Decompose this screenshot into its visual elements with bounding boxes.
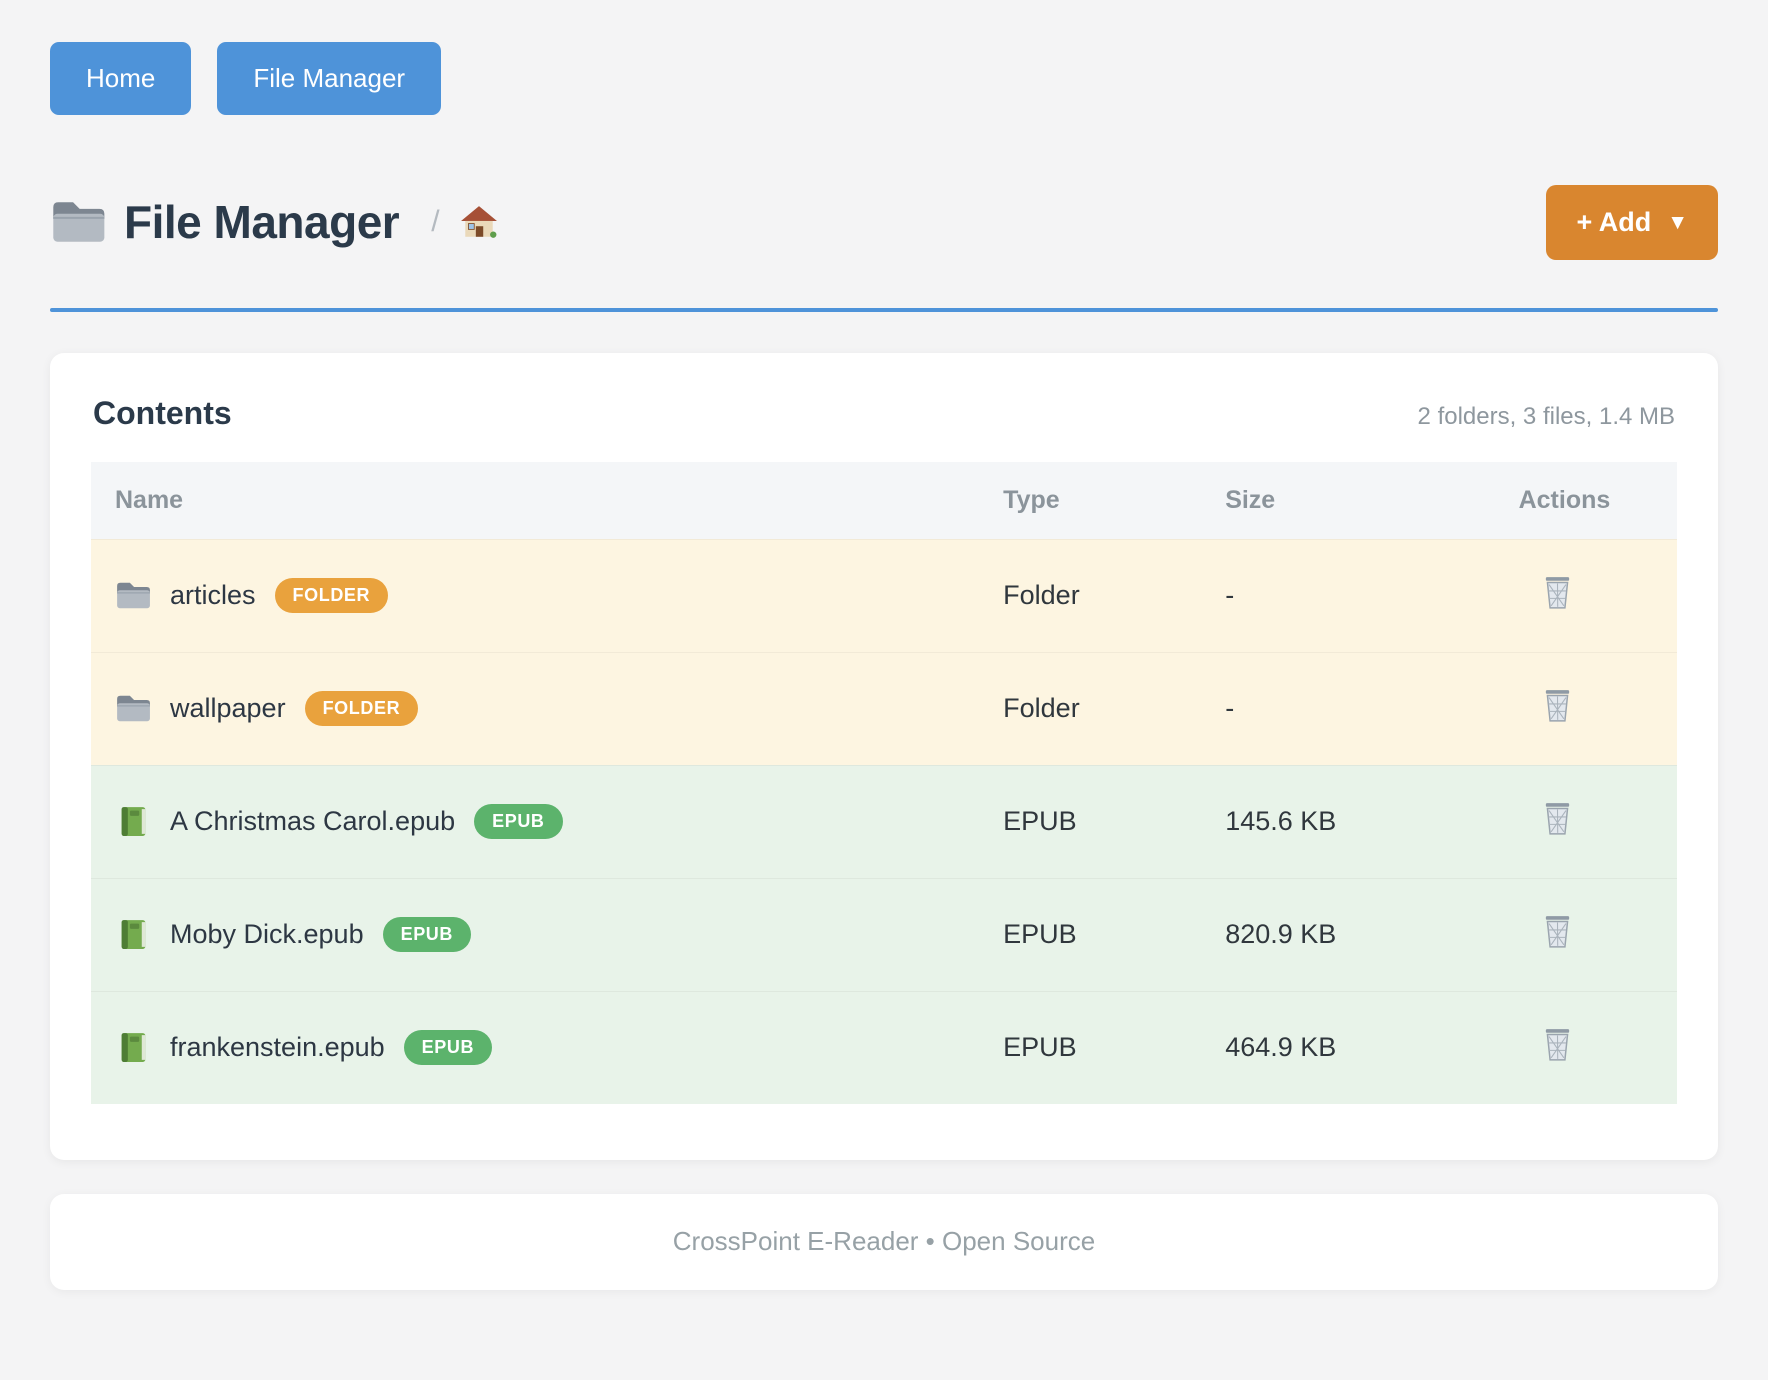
page: Home File Manager File Manager / + Add ▼…	[50, 42, 1718, 1290]
file-table: Name Type Size Actions articles FOLDER F…	[91, 461, 1677, 1104]
folder-badge: FOLDER	[304, 691, 419, 727]
column-header-size: Size	[1225, 485, 1276, 514]
delete-button[interactable]	[1541, 913, 1574, 952]
delete-button[interactable]	[1541, 800, 1574, 839]
type-cell: EPUB	[1003, 1032, 1077, 1063]
type-cell: EPUB	[1003, 806, 1077, 837]
title-group: File Manager /	[50, 195, 498, 249]
size-cell: 464.9 KB	[1225, 1032, 1337, 1063]
delete-button[interactable]	[1541, 687, 1574, 726]
delete-button[interactable]	[1541, 574, 1574, 613]
green-book-icon	[115, 918, 151, 951]
table-row[interactable]: frankenstein.epub EPUB EPUB 464.9 KB	[91, 990, 1677, 1104]
file-name[interactable]: articles	[170, 580, 256, 611]
type-cell: Folder	[1003, 693, 1080, 724]
green-book-icon	[115, 805, 151, 838]
page-title: File Manager	[124, 196, 400, 249]
file-name[interactable]: frankenstein.epub	[170, 1032, 385, 1063]
file-name[interactable]: Moby Dick.epub	[170, 919, 364, 950]
contents-header: Contents 2 folders, 3 files, 1.4 MB	[91, 395, 1677, 432]
footer: CrossPoint E-Reader • Open Source	[50, 1193, 1718, 1290]
table-row[interactable]: Moby Dick.epub EPUB EPUB 820.9 KB	[91, 877, 1677, 991]
table-header-row: Name Type Size Actions	[91, 461, 1677, 539]
page-header: File Manager / + Add ▼	[50, 184, 1718, 260]
column-header-type: Type	[1003, 485, 1060, 514]
trash-icon	[1541, 687, 1574, 726]
delete-button[interactable]	[1541, 1026, 1574, 1065]
breadcrumb-separator: /	[431, 205, 440, 239]
header-divider	[50, 307, 1718, 312]
file-name[interactable]: A Christmas Carol.epub	[170, 806, 456, 837]
add-button[interactable]: + Add ▼	[1546, 184, 1718, 260]
column-header-name: Name	[115, 485, 184, 514]
epub-badge: EPUB	[474, 804, 563, 840]
size-cell: -	[1225, 693, 1235, 724]
table-row[interactable]: wallpaper FOLDER Folder -	[91, 651, 1677, 765]
type-cell: Folder	[1003, 580, 1080, 611]
file-name[interactable]: wallpaper	[170, 693, 286, 724]
folder-icon	[50, 197, 106, 247]
type-cell: EPUB	[1003, 919, 1077, 950]
trash-icon	[1541, 574, 1574, 613]
nav-file-manager-button[interactable]: File Manager	[217, 42, 442, 115]
contents-summary: 2 folders, 3 files, 1.4 MB	[1417, 402, 1675, 430]
footer-text: CrossPoint E-Reader • Open Source	[672, 1226, 1096, 1257]
contents-heading: Contents	[93, 394, 232, 431]
green-book-icon	[115, 1031, 151, 1064]
top-nav: Home File Manager	[50, 42, 1718, 115]
nav-home-button[interactable]: Home	[50, 42, 192, 115]
column-header-actions: Actions	[1518, 485, 1611, 514]
folder-badge: FOLDER	[274, 578, 389, 614]
size-cell: 145.6 KB	[1225, 806, 1337, 837]
epub-badge: EPUB	[403, 1030, 493, 1066]
home-icon[interactable]	[460, 204, 498, 240]
contents-card: Contents 2 folders, 3 files, 1.4 MB Name…	[50, 352, 1718, 1160]
folder-icon	[115, 692, 151, 725]
trash-icon	[1541, 1026, 1574, 1065]
size-cell: -	[1225, 580, 1235, 611]
trash-icon	[1541, 913, 1574, 952]
add-button-label: + Add	[1576, 206, 1652, 237]
epub-badge: EPUB	[382, 917, 472, 953]
table-row[interactable]: articles FOLDER Folder -	[91, 538, 1677, 652]
table-row[interactable]: A Christmas Carol.epub EPUB EPUB 145.6 K…	[91, 764, 1677, 878]
folder-icon	[115, 579, 151, 612]
chevron-down-icon: ▼	[1667, 211, 1688, 235]
trash-icon	[1541, 800, 1574, 839]
size-cell: 820.9 KB	[1225, 919, 1337, 950]
